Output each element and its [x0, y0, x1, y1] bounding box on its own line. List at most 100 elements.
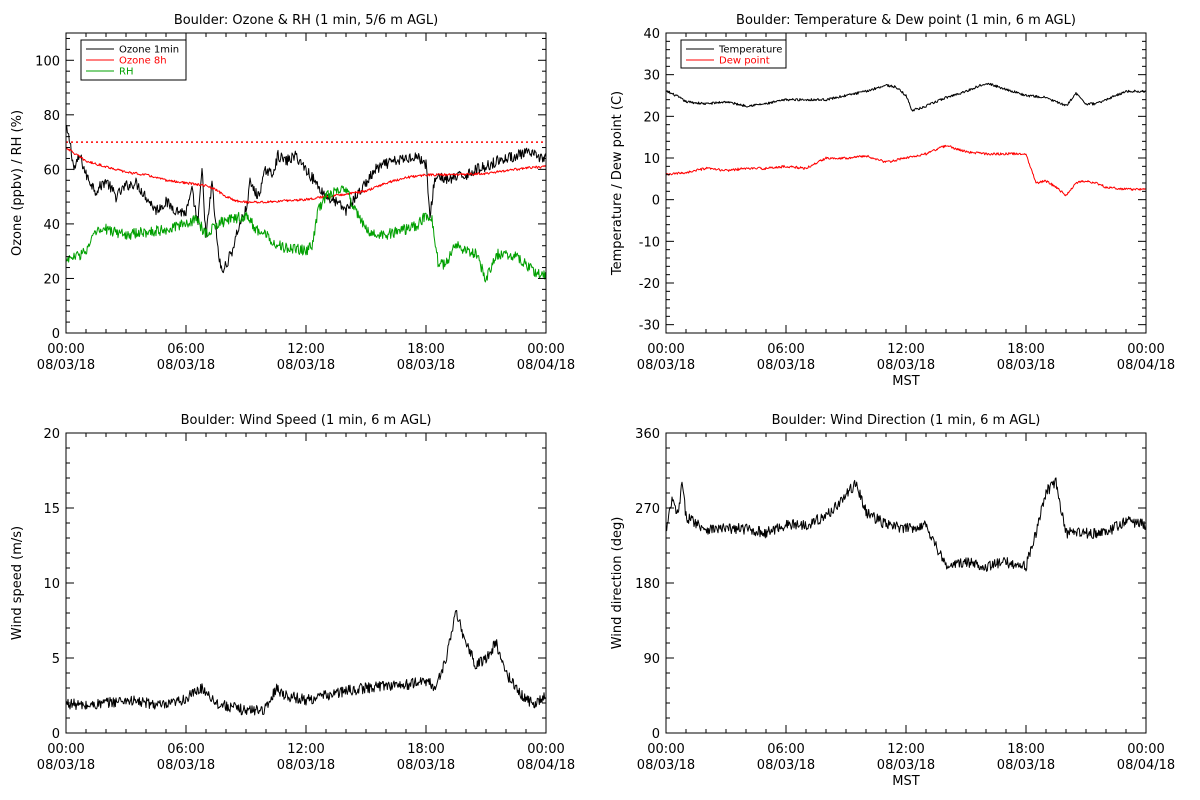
legend-label: Ozone 8h	[119, 56, 167, 67]
x-tick-time-label: 00:00	[47, 742, 84, 757]
y-tick-label: 360	[635, 427, 660, 442]
y-axis-label: Wind speed (m/s)	[10, 526, 25, 640]
x-tick-time-label: 12:00	[287, 742, 324, 757]
x-tick-time-label: 18:00	[1007, 342, 1044, 357]
x-tick-date-label: 08/03/18	[37, 758, 95, 773]
chart-title: Boulder: Wind Direction (1 min, 6 m AGL)	[772, 413, 1041, 428]
y-tick-label: -30	[639, 319, 660, 334]
legend-box	[680, 39, 787, 69]
y-tick-label: 100	[35, 54, 60, 69]
y-tick-label: 20	[43, 272, 60, 287]
x-tick-date-label: 08/03/18	[397, 358, 455, 373]
series-line-rh	[66, 185, 546, 283]
x-tick-time-label: 00:00	[47, 342, 84, 357]
axes-frame	[665, 32, 1147, 334]
y-tick-label: 180	[635, 577, 660, 592]
legend-label: RH	[119, 67, 133, 78]
x-tick-date-label: 08/03/18	[277, 758, 335, 773]
x-tick-time-label: 12:00	[287, 342, 324, 357]
series-group	[666, 82, 1146, 197]
x-tick-date-label: 08/04/18	[517, 358, 575, 373]
y-tick-label: 0	[52, 327, 60, 342]
series-group	[666, 477, 1146, 572]
x-tick-date-label: 08/03/18	[757, 758, 815, 773]
y-tick-label: 90	[643, 652, 660, 667]
y-tick-label: 15	[43, 502, 60, 517]
x-tick-time-label: 00:00	[1127, 342, 1164, 357]
x-tick-time-label: 00:00	[527, 742, 564, 757]
series-line-series	[66, 609, 546, 716]
x-tick-time-label: 00:00	[647, 342, 684, 357]
x-tick-date-label: 08/03/18	[997, 358, 1055, 373]
y-tick-label: 40	[643, 27, 660, 42]
x-tick-date-label: 08/03/18	[877, 358, 935, 373]
axes-frame	[65, 432, 547, 734]
x-tick-date-label: 08/04/18	[517, 758, 575, 773]
x-tick-time-label: 12:00	[887, 742, 924, 757]
x-tick-time-label: 00:00	[527, 342, 564, 357]
y-tick-label: 40	[43, 218, 60, 233]
x-tick-time-label: 18:00	[1007, 742, 1044, 757]
series-group	[66, 609, 546, 716]
chart-title: Boulder: Wind Speed (1 min, 6 m AGL)	[181, 413, 432, 428]
chart-title: Boulder: Temperature & Dew point (1 min,…	[736, 13, 1076, 28]
y-tick-label: 5	[52, 652, 60, 667]
series-group	[66, 125, 546, 283]
y-tick-label: 270	[635, 502, 660, 517]
x-tick-date-label: 08/03/18	[37, 358, 95, 373]
chart-panel-1: Boulder: Ozone & RH (1 min, 5/6 m AGL) 0 2…	[10, 13, 575, 373]
chart-panel-3: Boulder: Wind Speed (1 min, 6 m AGL) 0 5 10…	[10, 413, 575, 773]
y-tick-label: 0	[652, 194, 660, 209]
x-tick-date-label: 08/03/18	[397, 758, 455, 773]
y-tick-label: 0	[52, 727, 60, 742]
series-line-dew-point	[666, 144, 1146, 197]
chart-panel-2: Boulder: Temperature & Dew point (1 min,…	[610, 13, 1175, 389]
y-axis-label: Ozone (ppbv) / RH (%)	[10, 110, 25, 256]
x-axis-label: MST	[892, 774, 919, 789]
x-axis-label: MST	[892, 374, 919, 389]
series-line-temperature	[666, 82, 1146, 112]
legend-label: Dew point	[719, 56, 770, 67]
x-tick-time-label: 18:00	[407, 742, 444, 757]
y-tick-label: 30	[643, 69, 660, 84]
series-line-series	[666, 477, 1146, 572]
x-tick-date-label: 08/04/18	[1117, 358, 1175, 373]
x-tick-time-label: 06:00	[767, 742, 804, 757]
x-tick-date-label: 08/03/18	[157, 758, 215, 773]
series-line-ozone-8h	[66, 147, 546, 204]
y-axis-label: Temperature / Dew point (C)	[610, 91, 625, 276]
x-tick-date-label: 08/03/18	[637, 358, 695, 373]
x-tick-date-label: 08/03/18	[757, 358, 815, 373]
x-tick-time-label: 06:00	[167, 742, 204, 757]
chart-panel-4: Boulder: Wind Direction (1 min, 6 m AGL)…	[610, 413, 1175, 789]
axes-frame	[665, 432, 1147, 734]
y-tick-label: -10	[639, 235, 660, 250]
y-tick-label: 20	[643, 110, 660, 125]
y-tick-label: 60	[43, 163, 60, 178]
x-tick-date-label: 08/03/18	[277, 358, 335, 373]
x-tick-time-label: 06:00	[767, 342, 804, 357]
x-tick-time-label: 12:00	[887, 342, 924, 357]
chart-title: Boulder: Ozone & RH (1 min, 5/6 m AGL)	[174, 13, 438, 28]
legend-label: Temperature	[718, 45, 782, 56]
x-tick-time-label: 06:00	[167, 342, 204, 357]
x-tick-date-label: 08/03/18	[157, 358, 215, 373]
y-axis-label: Wind direction (deg)	[610, 517, 625, 650]
y-tick-label: -20	[639, 277, 660, 292]
y-tick-label: 0	[652, 727, 660, 742]
y-tick-label: 10	[43, 577, 60, 592]
x-tick-date-label: 08/03/18	[877, 758, 935, 773]
x-tick-time-label: 18:00	[407, 342, 444, 357]
x-tick-time-label: 00:00	[1127, 742, 1164, 757]
x-tick-date-label: 08/03/18	[637, 758, 695, 773]
x-tick-time-label: 00:00	[647, 742, 684, 757]
y-tick-label: 10	[643, 152, 660, 167]
legend-label: Ozone 1min	[119, 45, 179, 56]
y-tick-label: 80	[43, 109, 60, 124]
y-tick-label: 20	[43, 427, 60, 442]
x-tick-date-label: 08/03/18	[997, 758, 1055, 773]
x-tick-date-label: 08/04/18	[1117, 758, 1175, 773]
